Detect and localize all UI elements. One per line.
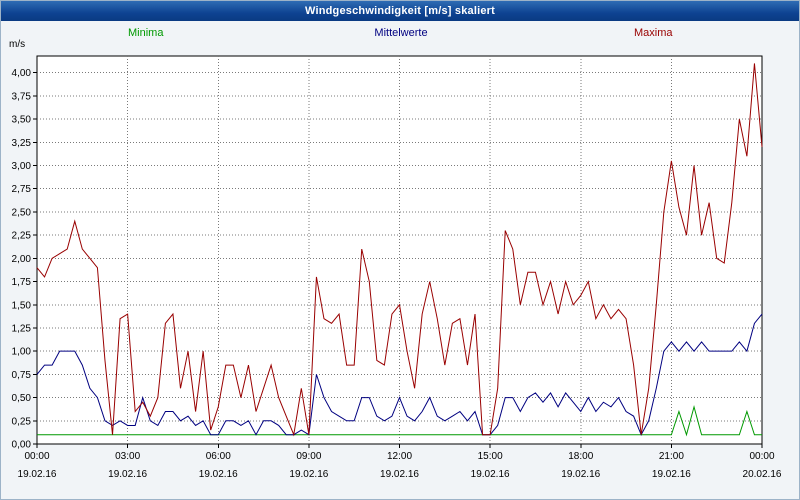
svg-text:1,00: 1,00 bbox=[12, 347, 32, 358]
svg-text:19.02.16: 19.02.16 bbox=[108, 469, 147, 480]
svg-text:19.02.16: 19.02.16 bbox=[380, 469, 419, 480]
svg-text:00:00: 00:00 bbox=[749, 451, 774, 462]
svg-text:12:00: 12:00 bbox=[387, 451, 412, 462]
svg-text:15:00: 15:00 bbox=[478, 451, 503, 462]
svg-text:3,00: 3,00 bbox=[12, 161, 32, 172]
svg-text:1,75: 1,75 bbox=[12, 277, 32, 288]
svg-text:20.02.16: 20.02.16 bbox=[743, 469, 782, 480]
svg-text:06:00: 06:00 bbox=[206, 451, 231, 462]
svg-text:3,25: 3,25 bbox=[12, 138, 32, 149]
svg-text:3,50: 3,50 bbox=[12, 115, 32, 126]
svg-text:1,50: 1,50 bbox=[12, 300, 32, 311]
y-axis-unit-label: m/s bbox=[9, 39, 26, 50]
svg-text:0,75: 0,75 bbox=[12, 370, 32, 381]
window-title: Windgeschwindigkeit [m/s] skaliert bbox=[304, 5, 496, 17]
svg-text:0,00: 0,00 bbox=[12, 440, 32, 451]
chart-canvas: 0,00 0,25 0,50 0,75 1,00 1,25 1,50 1,75 2,00 2,25… bbox=[12, 55, 782, 480]
svg-text:19.02.16: 19.02.16 bbox=[652, 469, 691, 480]
svg-text:19.02.16: 19.02.16 bbox=[289, 469, 328, 480]
svg-text:19.02.16: 19.02.16 bbox=[561, 469, 600, 480]
svg-text:18:00: 18:00 bbox=[568, 451, 593, 462]
svg-text:3,75: 3,75 bbox=[12, 91, 32, 102]
svg-text:19.02.16: 19.02.16 bbox=[471, 469, 510, 480]
svg-text:0,50: 0,50 bbox=[12, 393, 32, 404]
legend-maxima: Maxima bbox=[634, 27, 673, 39]
svg-text:0,25: 0,25 bbox=[12, 416, 32, 427]
svg-text:2,00: 2,00 bbox=[12, 254, 32, 265]
svg-text:19.02.16: 19.02.16 bbox=[18, 469, 57, 480]
legend-minima: Minima bbox=[128, 27, 164, 39]
title-bar: Windgeschwindigkeit [m/s] skaliert bbox=[1, 1, 799, 21]
svg-text:2,50: 2,50 bbox=[12, 207, 32, 218]
svg-text:21:00: 21:00 bbox=[659, 451, 684, 462]
svg-text:03:00: 03:00 bbox=[115, 451, 140, 462]
svg-text:2,25: 2,25 bbox=[12, 231, 32, 242]
legend-mittelwerte: Mittelwerte bbox=[374, 27, 428, 39]
svg-text:19.02.16: 19.02.16 bbox=[199, 469, 238, 480]
svg-text:09:00: 09:00 bbox=[296, 451, 321, 462]
svg-text:1,25: 1,25 bbox=[12, 323, 32, 334]
svg-text:4,00: 4,00 bbox=[12, 68, 32, 79]
svg-text:2,75: 2,75 bbox=[12, 184, 32, 195]
chart-area: 0,00 0,25 0,50 0,75 1,00 1,25 1,50 1,75 2,00 2,25… bbox=[1, 21, 799, 499]
svg-text:00:00: 00:00 bbox=[24, 451, 49, 462]
